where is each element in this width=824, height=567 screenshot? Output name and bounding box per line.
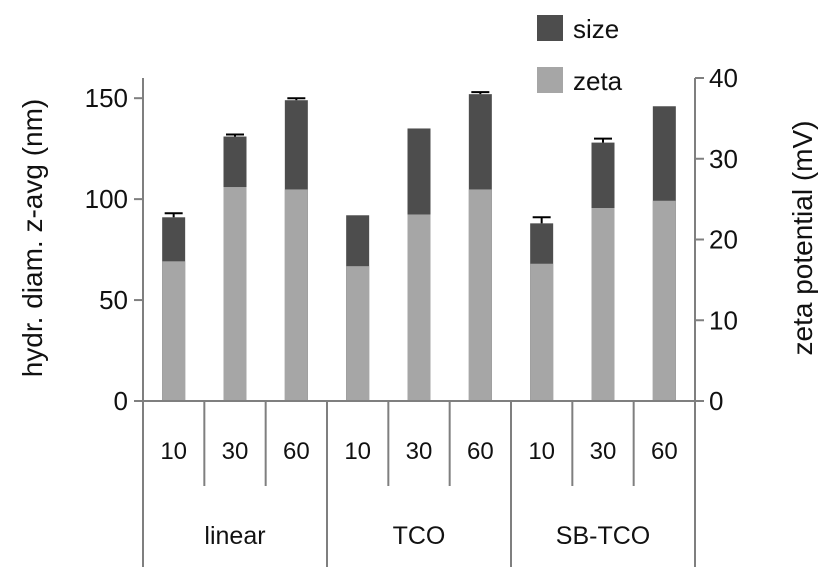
- category-label: 10: [528, 438, 555, 465]
- y-tick-label: 50: [99, 285, 128, 315]
- bar-zeta: [591, 208, 615, 401]
- y2-tick-label: 10: [709, 305, 738, 335]
- legend-swatch-size: [537, 15, 563, 41]
- bars: [162, 91, 676, 402]
- legend: size zeta: [537, 14, 623, 96]
- y-tick-label: 100: [85, 184, 128, 214]
- category-label: 10: [160, 438, 187, 465]
- bar-zeta: [223, 187, 247, 401]
- bar-zeta: [652, 200, 676, 401]
- y-tick-label: 0: [114, 386, 128, 416]
- bar-zeta: [162, 261, 186, 401]
- category-label: 30: [406, 438, 433, 465]
- group-label: TCO: [393, 522, 446, 550]
- axes: [134, 77, 704, 567]
- category-label: 10: [344, 438, 371, 465]
- y-axis-label: hydr. diam. z-avg (nm): [17, 99, 48, 378]
- tick-labels: 0 50 100 150 0 10 20 30 40: [85, 63, 738, 416]
- y2-tick-label: 40: [709, 63, 738, 93]
- category-label: 60: [283, 438, 310, 465]
- category-label: 60: [651, 438, 678, 465]
- y-tick-label: 150: [85, 83, 128, 113]
- legend-label-size: size: [573, 14, 619, 44]
- group-label: linear: [204, 522, 265, 550]
- y2-tick-label: 30: [709, 144, 738, 174]
- bar-zeta: [530, 263, 554, 401]
- category-label: 30: [590, 438, 617, 465]
- bar-zeta: [468, 189, 492, 401]
- bar-zeta: [284, 189, 308, 401]
- y2-axis-label: zeta potential (mV): [787, 121, 818, 356]
- y2-tick-label: 20: [709, 225, 738, 255]
- y2-tick-label: 0: [709, 386, 723, 416]
- legend-label-zeta: zeta: [573, 66, 623, 96]
- legend-swatch-zeta: [537, 67, 563, 93]
- category-labels: 10 30 60 10 30 60 10 30 60 linear TCO SB-TCO: [160, 438, 677, 550]
- bar-zeta: [407, 214, 431, 401]
- category-label: 30: [222, 438, 249, 465]
- bar-zeta: [346, 266, 370, 401]
- group-label: SB-TCO: [556, 522, 650, 550]
- category-label: 60: [467, 438, 494, 465]
